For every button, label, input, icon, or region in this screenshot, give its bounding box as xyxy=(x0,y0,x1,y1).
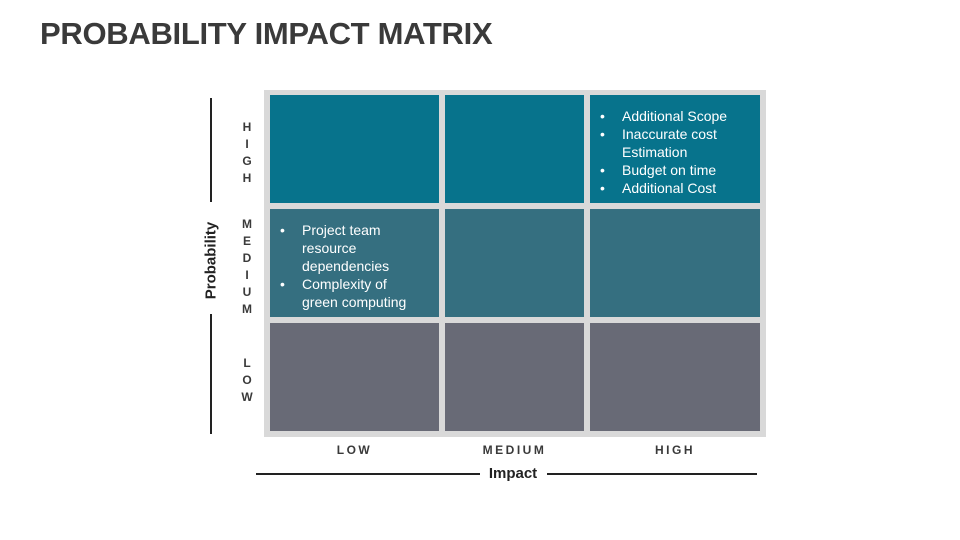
x-axis-line-left xyxy=(256,473,480,475)
list-item: Complexity of green computing xyxy=(276,275,435,311)
y-axis-line-top xyxy=(210,98,212,202)
x-level-medium: MEDIUM xyxy=(482,443,547,457)
list-item: Additional Cost xyxy=(596,179,756,197)
y-level-letter: I xyxy=(245,268,249,282)
y-level-letter: M xyxy=(242,302,252,316)
x-level-low: LOW xyxy=(336,443,373,457)
cell-high-high-list: Additional Scope Inaccurate cost Estimat… xyxy=(596,107,756,197)
cell-medium-low: Project team resource dependencies Compl… xyxy=(270,209,439,317)
y-level-letter: M xyxy=(242,217,252,231)
y-level-letter: W xyxy=(241,390,253,404)
x-axis-title: Impact xyxy=(488,465,538,482)
y-level-letter: O xyxy=(242,373,252,387)
y-axis-title: Probability xyxy=(202,221,220,300)
cell-low-low xyxy=(270,323,439,431)
y-level-letter: U xyxy=(242,285,252,299)
x-axis-line-right xyxy=(547,473,757,475)
y-level-letter: I xyxy=(245,137,249,151)
cell-medium-medium xyxy=(445,209,584,317)
y-level-letter: E xyxy=(242,234,251,248)
y-axis-line-bottom xyxy=(210,314,212,434)
cell-medium-high xyxy=(590,209,760,317)
list-item: Project team resource dependencies xyxy=(276,221,435,275)
y-level-letter: H xyxy=(242,120,252,134)
x-level-high: HIGH xyxy=(655,443,695,457)
cell-low-medium xyxy=(445,323,584,431)
cell-high-medium xyxy=(445,95,584,203)
cell-high-high: Additional Scope Inaccurate cost Estimat… xyxy=(590,95,760,203)
cell-high-low xyxy=(270,95,439,203)
matrix-grid: Additional Scope Inaccurate cost Estimat… xyxy=(264,90,766,437)
page-title: PROBABILITY IMPACT MATRIX xyxy=(40,16,493,51)
y-level-letter: H xyxy=(242,171,252,185)
list-item: Inaccurate cost Estimation xyxy=(596,125,756,161)
list-item: Budget on time xyxy=(596,161,756,179)
y-level-letter: G xyxy=(242,154,252,168)
list-item: Additional Scope xyxy=(596,107,756,125)
y-level-letter: D xyxy=(242,251,252,265)
cell-low-high xyxy=(590,323,760,431)
y-level-letter: L xyxy=(243,356,251,370)
cell-medium-low-list: Project team resource dependencies Compl… xyxy=(276,221,435,311)
